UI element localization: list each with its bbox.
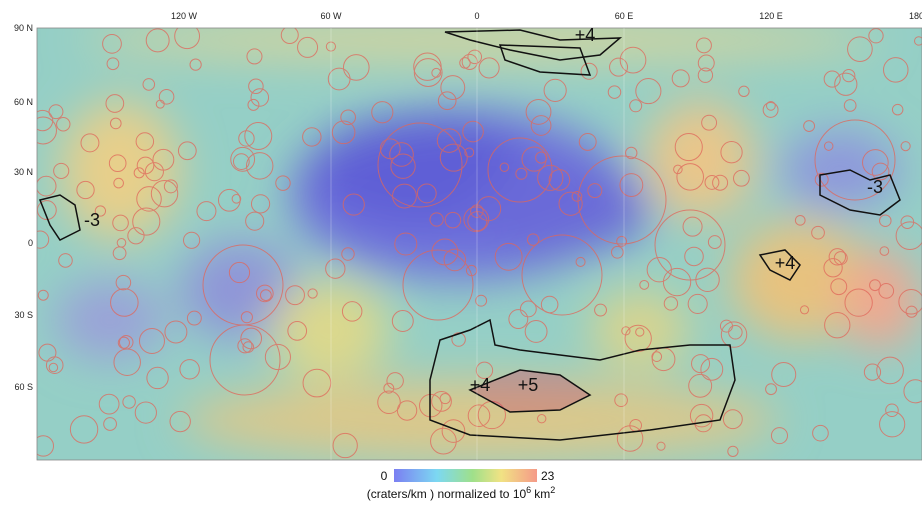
longitude-label: 120 W [171,11,198,21]
contour-annotation: -3 [84,210,100,230]
longitude-label: 60 E [615,11,634,21]
latitude-label: 60 S [14,382,33,392]
caption-unit-exponent: 2 [550,485,555,495]
contour-annotation: +4 [775,253,796,273]
longitude-label: 180 [909,11,922,21]
colorbar-min: 0 [381,469,388,483]
latitude-label: 30 N [14,167,33,177]
contour-annotation: +4 [470,375,491,395]
longitude-label: 60 W [320,11,342,21]
contour-annotation: +5 [518,375,539,395]
page: 0 23 (craters/km ) normalized to 106km2 … [0,0,922,506]
caption-text: (craters/km ) normalized to 10 [367,487,527,501]
longitude-label: 120 E [759,11,783,21]
colorbar-max: 23 [541,469,555,483]
latitude-label: 0 [28,238,33,248]
contour-annotation: -3 [867,177,883,197]
contour-annotation: +4 [575,25,596,45]
map-figure: 0 23 (craters/km ) normalized to 106km2 … [0,0,922,506]
latitude-label: 90 N [14,23,33,33]
latitude-label: 30 S [14,310,33,320]
colorbar [394,469,537,482]
latitude-label: 60 N [14,97,33,107]
caption-unit: km [534,487,550,501]
longitude-label: 0 [474,11,479,21]
caption-exponent: 6 [526,485,531,495]
